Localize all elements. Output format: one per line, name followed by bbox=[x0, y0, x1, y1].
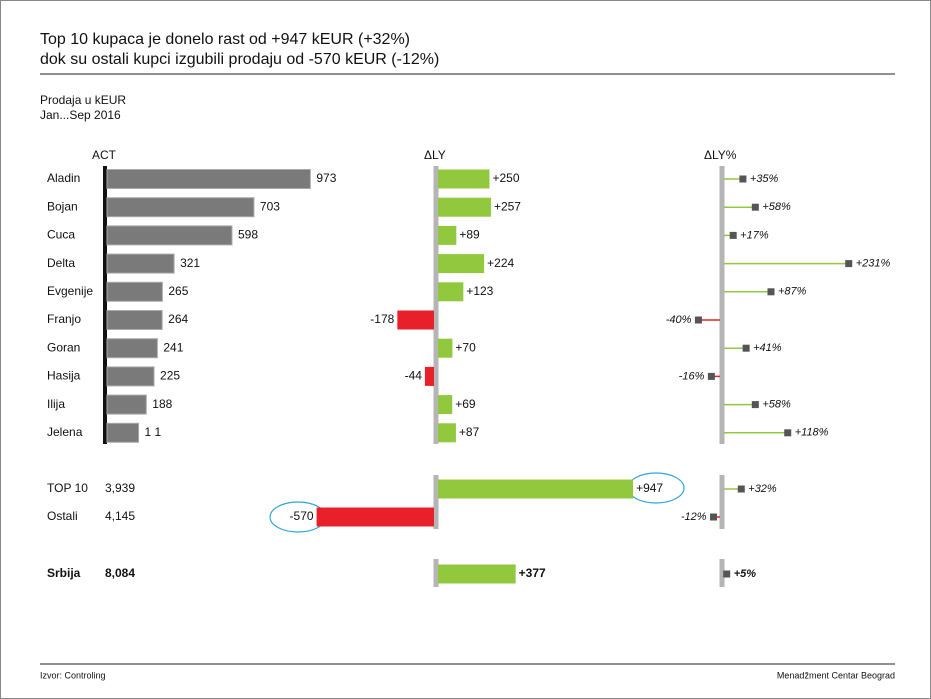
bar bbox=[438, 338, 453, 358]
total-value: 3,939 bbox=[105, 481, 135, 495]
bar bbox=[438, 169, 490, 189]
category-label: Goran bbox=[47, 340, 80, 354]
bar bbox=[438, 254, 485, 274]
bar bbox=[106, 225, 233, 246]
value-label: 265 bbox=[168, 284, 188, 298]
value-label: +87% bbox=[778, 286, 807, 298]
value-label: +69 bbox=[455, 397, 476, 411]
source: Izvor: Controling bbox=[40, 670, 106, 680]
pin-marker bbox=[723, 570, 731, 578]
value-label: 973 bbox=[316, 171, 336, 185]
value-label: +89 bbox=[459, 228, 480, 242]
bar bbox=[438, 282, 464, 302]
pin-marker bbox=[710, 513, 718, 521]
value-label: -12% bbox=[681, 511, 707, 523]
category-label: Hasija bbox=[47, 369, 81, 383]
value-label: +257 bbox=[494, 199, 521, 213]
bar bbox=[438, 479, 634, 499]
value-label: +87 bbox=[459, 425, 480, 439]
total-value: 4,145 bbox=[105, 509, 135, 523]
bar bbox=[397, 310, 434, 330]
value-label: +58% bbox=[762, 399, 791, 411]
category-label: Franjo bbox=[47, 312, 81, 326]
pin-marker bbox=[739, 175, 747, 183]
bar bbox=[438, 423, 456, 443]
value-label: 598 bbox=[238, 228, 258, 242]
category-label: Delta bbox=[47, 256, 75, 270]
bar bbox=[438, 225, 457, 245]
pin-marker bbox=[707, 372, 715, 380]
value-label: +250 bbox=[493, 171, 520, 185]
total-value: 8,084 bbox=[105, 566, 135, 580]
value-label: 264 bbox=[168, 312, 188, 326]
value-label: +231% bbox=[856, 258, 891, 270]
pin-marker bbox=[751, 203, 759, 211]
value-label: -44 bbox=[405, 369, 423, 383]
bar bbox=[106, 253, 175, 274]
value-label: +58% bbox=[762, 201, 791, 213]
pin-marker bbox=[729, 231, 737, 239]
panel-title: ACT bbox=[92, 148, 117, 162]
panel-title: ΔLY bbox=[424, 148, 446, 162]
category-label: Cuca bbox=[47, 228, 75, 242]
total-label: TOP 10 bbox=[47, 481, 88, 495]
panel-title: ΔLY% bbox=[704, 148, 737, 162]
value-label: +32% bbox=[748, 483, 777, 495]
pin-marker bbox=[694, 316, 702, 324]
value-label: +118% bbox=[795, 427, 829, 439]
pin-marker bbox=[767, 288, 775, 296]
bar bbox=[106, 366, 155, 387]
value-label: +224 bbox=[487, 256, 514, 270]
bar bbox=[106, 310, 163, 330]
bar bbox=[316, 507, 434, 527]
bar bbox=[106, 197, 255, 218]
title-line: Top 10 kupaca je donelo rast od +947 kEU… bbox=[40, 31, 410, 48]
value-label: 321 bbox=[180, 256, 200, 270]
value-label: -570 bbox=[290, 509, 314, 523]
value-label: +17% bbox=[740, 229, 769, 241]
company: Menadžment Centar Beograd bbox=[777, 670, 895, 680]
value-label: +5% bbox=[734, 568, 757, 580]
value-label: +377 bbox=[519, 566, 546, 580]
bar bbox=[106, 169, 311, 189]
total-label: Ostali bbox=[47, 509, 78, 523]
value-label: +70 bbox=[455, 340, 476, 354]
subtitle: Prodaja u kEUR bbox=[40, 93, 126, 107]
bar bbox=[106, 422, 140, 443]
value-label: -16% bbox=[679, 370, 705, 382]
value-label: 241 bbox=[163, 340, 183, 354]
value-label: -178 bbox=[370, 312, 394, 326]
value-label: 225 bbox=[160, 369, 180, 383]
pin-marker bbox=[784, 429, 792, 437]
bar bbox=[438, 564, 516, 584]
total-label: Srbija bbox=[47, 566, 81, 580]
value-label: 703 bbox=[260, 199, 280, 213]
bar bbox=[424, 366, 434, 386]
value-label: +41% bbox=[753, 342, 782, 354]
category-label: Evgenije bbox=[47, 284, 93, 298]
value-label: +35% bbox=[750, 173, 779, 185]
value-label: +123 bbox=[466, 284, 493, 298]
subtitle: Jan...Sep 2016 bbox=[40, 108, 121, 122]
bar bbox=[106, 394, 147, 415]
category-label: Ilija bbox=[47, 397, 65, 411]
value-label: 1 1 bbox=[145, 425, 162, 439]
pin-marker bbox=[845, 260, 853, 268]
value-label: -40% bbox=[666, 314, 692, 326]
category-label: Aladin bbox=[47, 171, 80, 185]
title-line: dok su ostali kupci izgubili prodaju od … bbox=[40, 51, 439, 68]
bar bbox=[106, 281, 163, 302]
category-label: Bojan bbox=[47, 199, 78, 213]
pin-marker bbox=[751, 401, 759, 409]
bar bbox=[106, 338, 158, 359]
bar bbox=[438, 197, 491, 217]
pin-marker bbox=[742, 344, 750, 352]
bar bbox=[438, 395, 453, 415]
pin-marker bbox=[737, 485, 745, 493]
category-label: Jelena bbox=[47, 425, 83, 439]
value-label: +947 bbox=[636, 481, 663, 495]
value-label: 188 bbox=[152, 397, 172, 411]
